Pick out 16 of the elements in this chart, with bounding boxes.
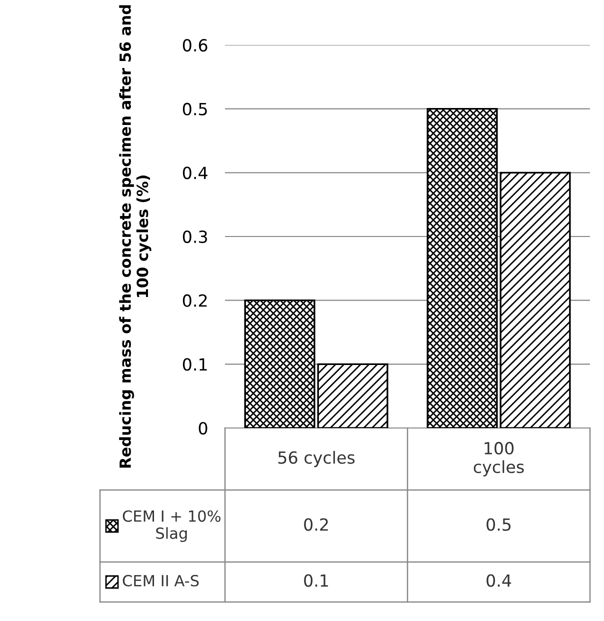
y-tick-label: 0.1 [182,358,207,371]
legend-label: CEM I + 10% Slag [122,510,220,542]
data-label: 0.4 [486,574,512,587]
y-axis-title: Reducing mass of the concrete specimen after 56 and 100 cycles (%) [119,5,152,468]
y-tick-label: 0.4 [182,166,208,180]
y-tick-label: 0.5 [182,102,207,116]
data-label: 0.1 [304,574,328,587]
x-tick-label: 56 cycles [278,450,355,468]
data-label: 0.2 [304,518,328,531]
data-label: 0.5 [486,518,511,531]
y-tick-label: 0.6 [182,38,208,52]
y-tick-label: 0.3 [182,230,207,244]
x-tick-label: 100 cycles [474,442,524,476]
y-tick-label: 0.2 [182,294,207,307]
legend-label: CEM II A-S [122,574,199,586]
y-tick-label: 0 [198,422,208,435]
